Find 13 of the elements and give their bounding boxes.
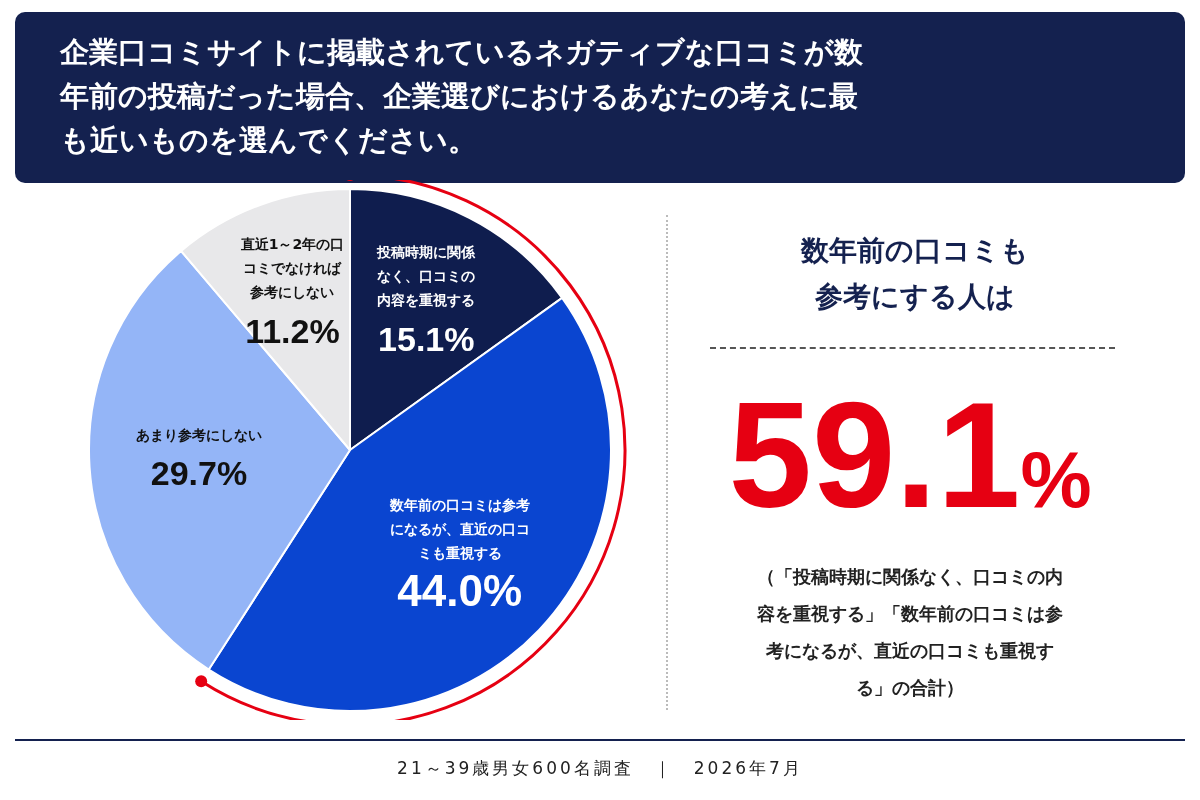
text: 21～39歳男女600名調査 ｜ 2026年7月 bbox=[396, 757, 804, 780]
slice-label: 投稿時期に関係なく、口コミの内容を重視する bbox=[376, 244, 477, 309]
data-label: 44.0% bbox=[397, 566, 523, 616]
data-label: 15.1% bbox=[378, 319, 475, 358]
data-label: 11.2% bbox=[245, 311, 340, 350]
text: （「投稿時期に関係なく、口コミの内容を重視する」「数年前の口コミは参考になるが、直近の口コミも重視する」の合計） bbox=[756, 565, 1064, 700]
slice-label: あまり参考にしない bbox=[135, 426, 262, 443]
text: 59.1% bbox=[728, 371, 1092, 539]
text: 数年前の口コミも参考にする人は bbox=[799, 233, 1030, 315]
slice-label: 数年前の口コミは参考になるが、直近の口コミも重視する bbox=[388, 496, 530, 561]
chart-title: 企業口コミサイトに掲載されているネガティブな口コミが数年前の投稿だった場合、企業選びにおけるあなたの考えに最も近いものを選んでください。 bbox=[15, 12, 1185, 183]
slice-label: 直近1～2年の口コミでなければ参考にしない bbox=[239, 235, 345, 300]
data-label: 29.7% bbox=[150, 454, 248, 493]
